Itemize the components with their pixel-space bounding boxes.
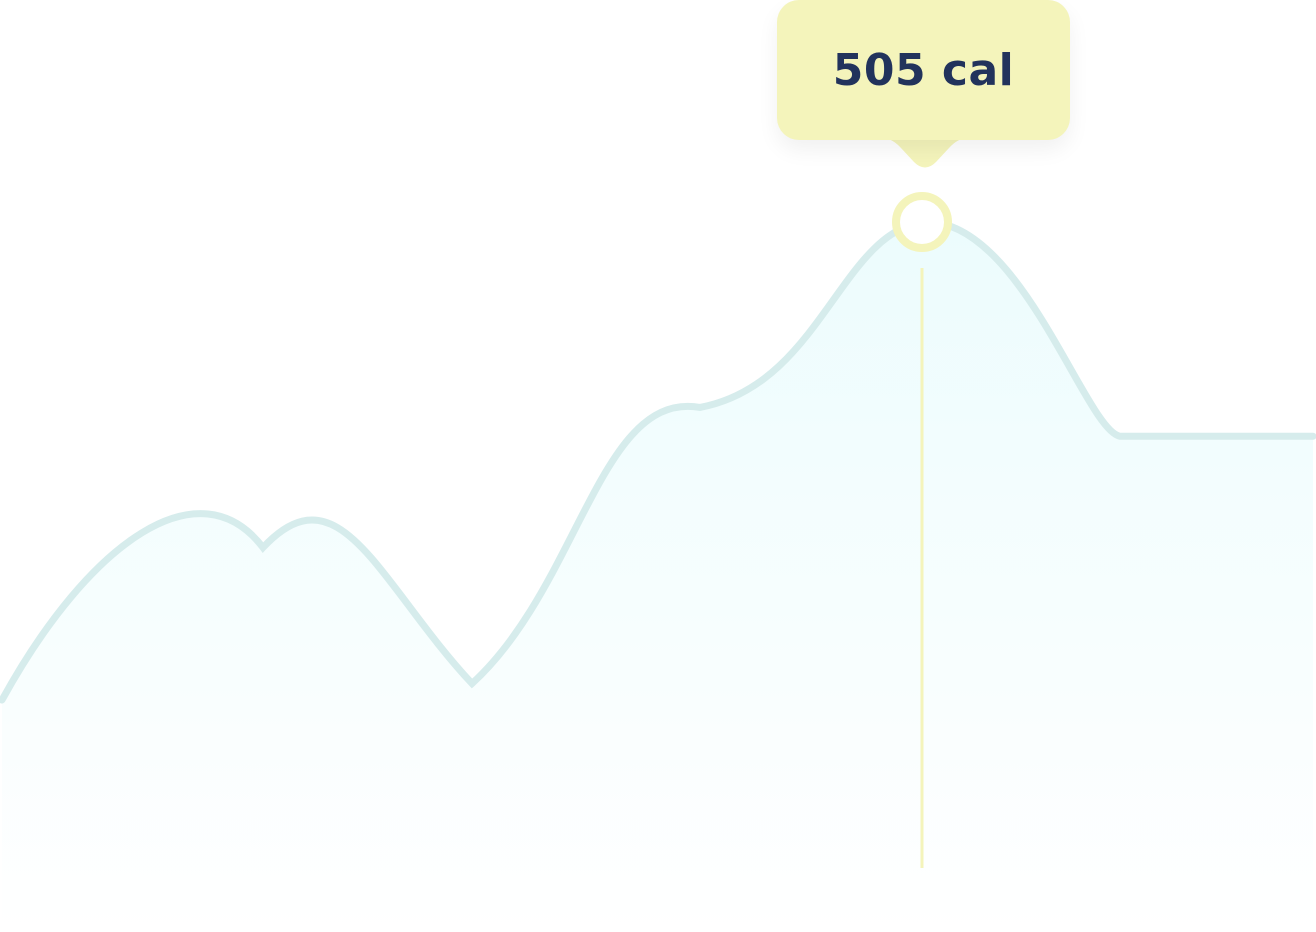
series-line [0,218,1316,704]
area-fill [2,221,1313,932]
value-tooltip: 505 cal [777,0,1070,140]
tooltip-value-label: 505 cal [832,44,1015,96]
hover-point-marker[interactable] [892,192,952,252]
tooltip-pointer [882,138,968,168]
